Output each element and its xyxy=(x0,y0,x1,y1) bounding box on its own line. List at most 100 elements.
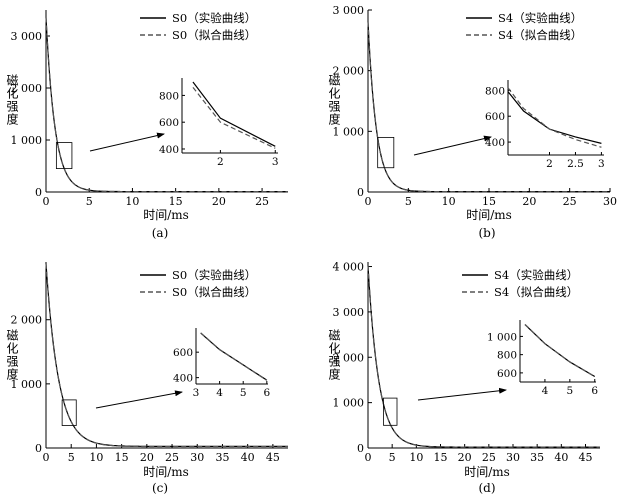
panel-label: (b) xyxy=(478,226,495,240)
y-axis-label: 磁化强度 xyxy=(5,328,19,381)
zoom-arrow xyxy=(89,132,165,152)
inset-y-tick-label: 400 xyxy=(173,373,193,385)
x-tick-label: 25 xyxy=(165,451,179,464)
legend-entry: S0（实验曲线） xyxy=(172,11,256,25)
zoom-box xyxy=(383,397,398,426)
x-tick-label: 15 xyxy=(482,195,496,208)
inset-series-line-experimental xyxy=(524,324,596,378)
x-tick-label: 30 xyxy=(603,195,617,208)
y-axis-label: 磁化强度 xyxy=(5,73,19,126)
y-tick-label: 1 000 xyxy=(11,378,43,391)
x-tick-label: 40 xyxy=(554,451,568,464)
zoom-box xyxy=(377,136,395,169)
x-tick-label: 0 xyxy=(365,195,372,208)
inset-y-tick-label: 800 xyxy=(497,350,517,362)
inset-x-tick-label: 5 xyxy=(566,385,573,397)
y-tick-label: 2 000 xyxy=(11,314,43,327)
y-tick-label: 0 xyxy=(35,442,42,455)
inset-plot: 3 4 5 6 400 600 xyxy=(173,328,270,399)
y-tick-label: 1 000 xyxy=(333,125,365,138)
legend-entry: S4（实验曲线） xyxy=(494,268,578,282)
x-tick-label: 20 xyxy=(140,451,154,464)
panel-label: (c) xyxy=(152,481,168,495)
inset-plot: 4 5 6 600 800 1 000 xyxy=(487,320,598,397)
inset-x-tick-label: 6 xyxy=(263,387,270,399)
series-line-experimental xyxy=(45,17,288,193)
y-tick-label: 3 000 xyxy=(333,4,365,17)
inset-y-tick-label: 400 xyxy=(485,137,505,149)
inset-y-tick-label: 800 xyxy=(159,90,179,102)
inset-series-line-fitted xyxy=(524,323,596,378)
x-tick-label: 10 xyxy=(89,451,103,464)
inset-x-tick-label: 3 xyxy=(193,387,200,399)
zoom-arrow xyxy=(417,387,507,401)
x-tick-label: 25 xyxy=(563,195,577,208)
inset-x-tick-label: 5 xyxy=(240,387,247,399)
inset-plot: 2 2.5 3 400 600 800 xyxy=(485,80,605,170)
y-tick-label: 2 000 xyxy=(333,351,365,364)
zoom-box xyxy=(61,399,77,426)
x-tick-label: 15 xyxy=(115,451,129,464)
y-tick-label: 0 xyxy=(357,442,364,455)
legend-entry: S4（拟合曲线） xyxy=(498,28,582,42)
y-tick-label: 2 000 xyxy=(333,65,365,78)
inset-x-tick-label: 6 xyxy=(591,385,598,397)
x-tick-label: 20 xyxy=(458,451,472,464)
inset-plot: 2 3 400 600 800 xyxy=(159,78,279,168)
legend: S4（实验曲线） S4（拟合曲线） xyxy=(466,11,582,42)
legend: S0（实验曲线） S0（拟合曲线） xyxy=(140,11,256,42)
x-axis-label: 时间/ms xyxy=(143,208,189,222)
x-tick-label: 10 xyxy=(125,195,139,208)
x-tick-label: 5 xyxy=(389,451,396,464)
y-tick-label: 0 xyxy=(35,186,42,199)
x-tick-label: 10 xyxy=(442,195,456,208)
chart-panel-1: 0 5 10 15 20 25 0 1 000 2 000 3 000 时间/ms 磁化强度 S0（实验… xyxy=(5,10,288,240)
x-tick-label: 30 xyxy=(190,451,204,464)
inset-x-tick-label: 4 xyxy=(542,385,549,397)
x-tick-label: 15 xyxy=(434,451,448,464)
y-tick-label: 0 xyxy=(357,186,364,199)
legend-entry: S4（实验曲线） xyxy=(498,11,582,25)
inset-series-line-experimental xyxy=(200,332,268,381)
x-tick-label: 0 xyxy=(43,195,50,208)
x-tick-label: 45 xyxy=(579,451,593,464)
inset-y-tick-label: 600 xyxy=(159,117,179,129)
inset-y-tick-label: 800 xyxy=(485,85,505,97)
inset-series-line-fitted xyxy=(200,332,268,381)
x-tick-label: 20 xyxy=(522,195,536,208)
y-tick-label: 1 000 xyxy=(333,397,365,410)
inset-x-tick-label: 2.5 xyxy=(567,158,584,170)
series-line-fitted xyxy=(45,17,288,193)
y-tick-label: 2 000 xyxy=(11,82,43,95)
inset-series-line-fitted xyxy=(507,87,602,148)
y-tick-label: 3 000 xyxy=(11,30,43,43)
legend-entry: S4（拟合曲线） xyxy=(494,285,578,299)
series-line-fitted xyxy=(367,265,600,448)
y-axis-label: 磁化强度 xyxy=(327,73,341,126)
legend-entry: S0（拟合曲线） xyxy=(172,285,256,299)
inset-y-tick-label: 600 xyxy=(173,347,193,359)
x-tick-label: 5 xyxy=(86,195,93,208)
inset-series-line-experimental xyxy=(507,91,602,144)
x-axis-label: 时间/ms xyxy=(466,208,512,222)
x-axis-label: 时间/ms xyxy=(464,465,510,479)
x-tick-label: 20 xyxy=(212,195,226,208)
y-tick-label: 4 000 xyxy=(333,261,365,274)
x-tick-label: 5 xyxy=(405,195,412,208)
x-tick-label: 0 xyxy=(365,451,372,464)
inset-x-tick-label: 4 xyxy=(216,387,223,399)
chart-panel-2: 0 5 10 15 20 25 30 0 1 000 2 000 3 000 时间/ms 磁化强度 S4（… xyxy=(327,4,617,240)
inset-y-tick-label: 600 xyxy=(497,368,517,380)
y-axis-label: 磁化强度 xyxy=(327,328,341,381)
series-line-experimental xyxy=(367,21,610,193)
x-tick-label: 0 xyxy=(43,451,50,464)
inset-x-tick-label: 3 xyxy=(272,156,279,168)
panel-label: (a) xyxy=(152,226,169,240)
x-tick-label: 35 xyxy=(215,451,229,464)
series-line-fitted xyxy=(45,263,288,448)
inset-y-tick-label: 600 xyxy=(485,111,505,123)
inset-x-tick-label: 2 xyxy=(217,156,224,168)
inset-y-tick-label: 1 000 xyxy=(487,331,517,343)
